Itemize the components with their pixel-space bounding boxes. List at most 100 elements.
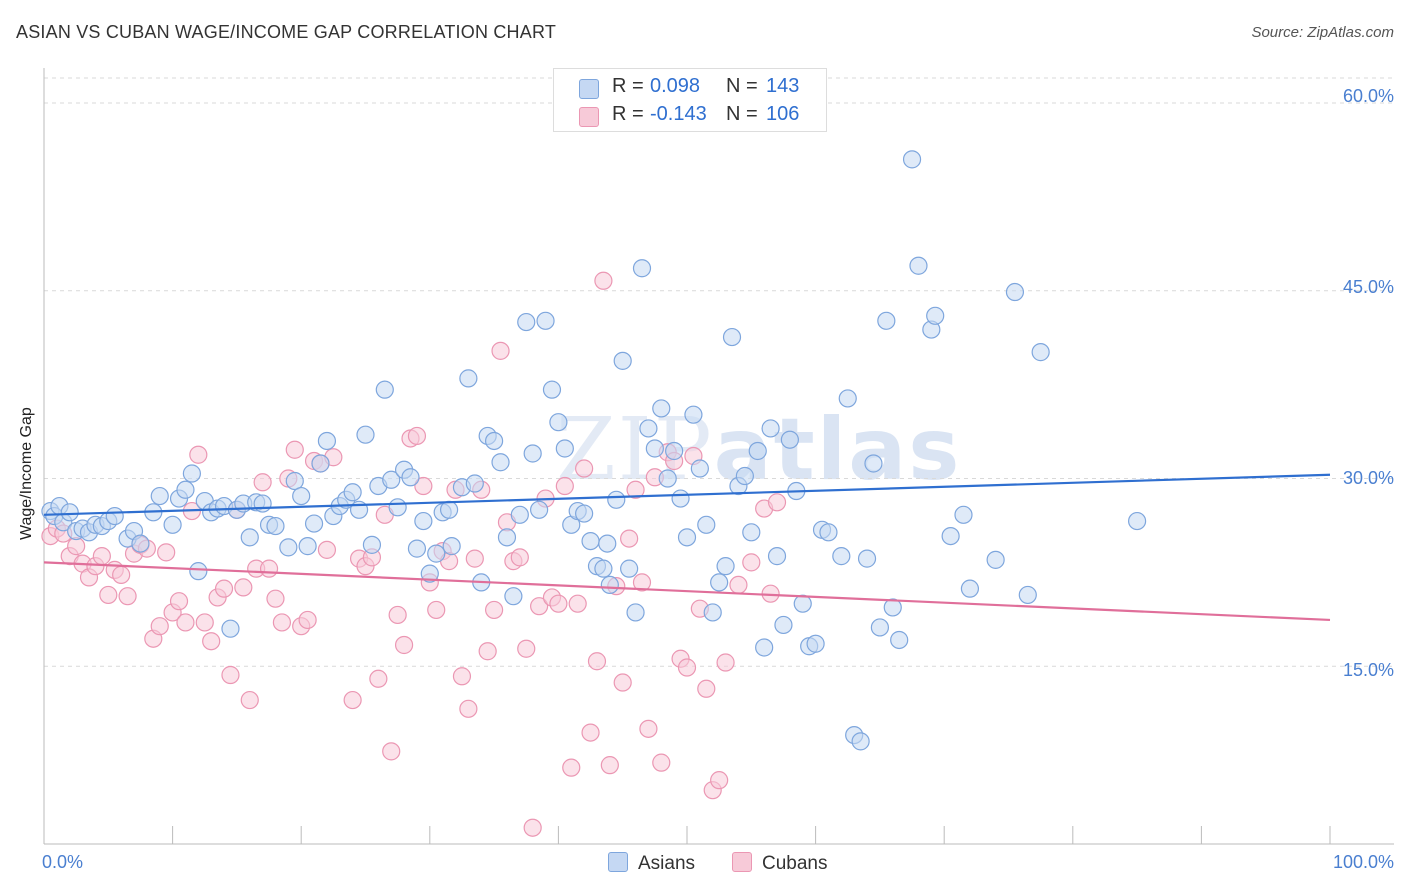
asian-point <box>690 459 709 478</box>
asian-point <box>722 327 742 347</box>
cuban-point <box>555 476 574 496</box>
asian-point <box>658 469 677 488</box>
asian-point <box>748 441 767 461</box>
n-value: 143 <box>766 75 800 97</box>
asian-point <box>253 494 272 513</box>
cuban-point <box>767 493 787 512</box>
asian-point <box>549 413 568 432</box>
asian-point <box>598 534 617 553</box>
asian-point <box>626 603 645 622</box>
n-label: N = <box>726 103 758 125</box>
y-axis-label: Wage/Income Gap <box>18 407 35 540</box>
asian-point <box>575 504 594 523</box>
cuban-point <box>221 665 240 685</box>
asian-point <box>362 535 382 554</box>
y-tick-label: 30.0% <box>1342 468 1394 488</box>
cuban-point <box>465 549 484 568</box>
cuban-point <box>568 594 587 613</box>
asian-point <box>864 454 883 473</box>
cuban-point <box>600 756 619 775</box>
asian-point <box>442 537 461 556</box>
asian-point <box>600 575 619 595</box>
asian-point <box>382 470 401 489</box>
asian-point <box>870 618 890 637</box>
asian-point <box>1005 282 1025 302</box>
n-label: N = <box>726 75 758 97</box>
asian-point <box>317 431 337 451</box>
cuban-point <box>317 540 337 559</box>
r-label: R = <box>612 75 644 97</box>
cuban-point <box>118 587 137 606</box>
asian-point <box>285 471 304 491</box>
cuban-point <box>202 632 221 651</box>
cuban-point <box>343 690 362 710</box>
asian-point <box>767 547 787 566</box>
source-credit: Source: ZipAtlas.com <box>1251 24 1394 41</box>
legend-item-asians: Asians <box>608 852 695 875</box>
cuban-point <box>150 617 169 636</box>
asian-point <box>761 419 780 438</box>
asian-point <box>504 587 523 606</box>
cuban-trend-line <box>43 561 1331 622</box>
cuban-point <box>575 459 594 478</box>
asian-point <box>613 351 632 370</box>
asian-swatch <box>608 852 628 872</box>
cuban-point <box>259 559 279 578</box>
cuban-point <box>639 719 658 738</box>
asian-point <box>710 573 729 592</box>
cuban-point <box>581 723 600 742</box>
cuban-point <box>485 600 504 620</box>
asian-point <box>716 557 735 576</box>
cuban-point <box>112 565 131 584</box>
cuban-swatch <box>579 107 599 127</box>
asian-point <box>1018 585 1037 605</box>
asian-point <box>1127 511 1147 531</box>
asian-point <box>150 486 169 506</box>
cuban-point <box>452 667 472 686</box>
legend-item-cubans: Cubans <box>732 852 828 875</box>
asian-point <box>356 425 375 444</box>
asian-point <box>279 538 298 557</box>
asian-point <box>182 464 201 483</box>
asian-point <box>883 598 902 617</box>
asian-point <box>240 528 259 547</box>
asian-point <box>542 380 562 399</box>
asian-point <box>414 511 433 531</box>
asian-point <box>819 523 838 542</box>
asian-point <box>594 559 613 578</box>
asian-point <box>954 505 973 524</box>
cuban-point <box>620 529 639 548</box>
asian-swatch <box>579 79 599 99</box>
asian-point <box>806 634 825 653</box>
asian-point <box>665 441 684 461</box>
asian-point <box>639 419 658 438</box>
cuban-point <box>549 594 568 613</box>
y-tick-label: 60.0% <box>1342 86 1394 106</box>
asian-point <box>926 306 945 325</box>
cuban-point <box>427 600 446 620</box>
cuban-point <box>240 690 259 710</box>
asian-point <box>697 515 716 534</box>
asian-points <box>41 150 1147 751</box>
cuban-point <box>169 592 189 611</box>
asian-point <box>176 480 195 499</box>
asian-trend-line <box>43 473 1331 516</box>
asian-point <box>131 534 150 553</box>
trend-lines <box>43 473 1331 622</box>
cuban-point <box>285 440 304 459</box>
asian-point <box>530 500 549 519</box>
asian-point <box>677 528 697 547</box>
cuban-point <box>677 658 697 677</box>
asian-point <box>221 619 240 638</box>
asian-point <box>465 474 484 493</box>
cuban-point <box>92 547 111 566</box>
asian-point <box>755 638 774 657</box>
asian-point <box>941 526 960 546</box>
r-label: R = <box>612 103 644 125</box>
asian-point <box>851 732 870 751</box>
asian-point <box>857 549 877 568</box>
cuban-point <box>369 669 388 688</box>
asian-point <box>986 550 1005 569</box>
asian-point <box>671 489 690 508</box>
asian-point <box>536 311 555 330</box>
